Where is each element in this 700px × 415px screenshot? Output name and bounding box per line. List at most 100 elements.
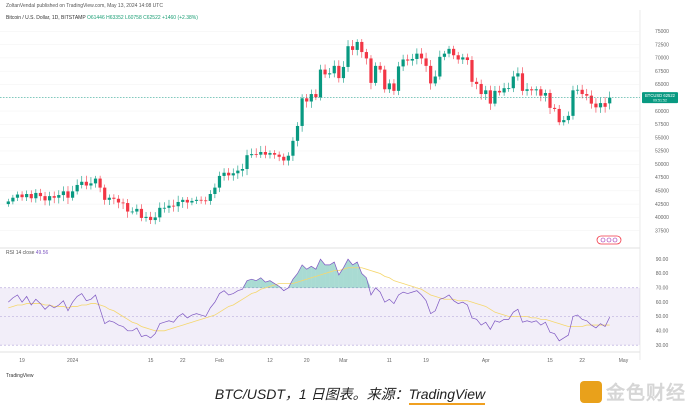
candle-body bbox=[351, 46, 355, 50]
time-tick-label: Apr bbox=[482, 358, 490, 364]
rsi-overbought-fill bbox=[352, 262, 358, 288]
candle-body bbox=[153, 217, 157, 221]
candle-body bbox=[598, 103, 603, 108]
candles bbox=[0, 39, 640, 225]
rsi-band bbox=[0, 287, 640, 346]
candle-body bbox=[227, 172, 231, 176]
candle-body bbox=[291, 140, 295, 156]
candle-body bbox=[470, 60, 474, 82]
candle-body bbox=[199, 199, 203, 201]
candle-body bbox=[268, 153, 272, 155]
price-tick-label: 40000 bbox=[655, 215, 669, 221]
candle-body bbox=[158, 207, 162, 218]
caption-source[interactable]: TradingView bbox=[408, 386, 486, 405]
price-tick-label: 47500 bbox=[655, 175, 669, 181]
candle-body bbox=[355, 41, 359, 50]
candle-body bbox=[580, 89, 584, 95]
rsi-overbought-fill bbox=[357, 262, 362, 288]
indicator-line: RSI 14 close 49.56 bbox=[6, 250, 48, 256]
rsi-tick-label: 30.00 bbox=[656, 343, 669, 349]
price-tick-label: 60000 bbox=[655, 109, 669, 115]
time-tick-label: 22 bbox=[579, 358, 585, 364]
candle-body bbox=[424, 58, 428, 66]
candle-body bbox=[282, 156, 286, 161]
rsi-overbought-fill bbox=[265, 280, 270, 288]
candle-body bbox=[373, 65, 378, 83]
candle-body bbox=[20, 194, 24, 198]
candle-body bbox=[80, 181, 84, 185]
candle-body bbox=[603, 103, 607, 107]
candle-body bbox=[401, 59, 405, 67]
candle-body bbox=[534, 89, 538, 91]
ohlc-values: O61446 H63352 L60758 C62522 +1460 (+2.38… bbox=[86, 15, 198, 21]
indicator-name[interactable]: RSI 14 close bbox=[6, 250, 35, 256]
candle-body bbox=[392, 83, 396, 91]
candle-body bbox=[112, 197, 116, 199]
candle-body bbox=[89, 183, 93, 186]
price-tick-label: 52500 bbox=[655, 149, 669, 155]
candle-body bbox=[176, 201, 180, 207]
candle-body bbox=[396, 66, 401, 91]
candle-body bbox=[38, 192, 43, 197]
time-tick-label: Mar bbox=[339, 358, 348, 364]
candle-body bbox=[516, 73, 520, 77]
candle-body bbox=[181, 199, 185, 202]
time-tick-label: 15 bbox=[148, 358, 154, 364]
candle-body bbox=[323, 69, 327, 75]
price-tag bbox=[642, 92, 678, 104]
candle-body bbox=[263, 152, 267, 155]
tradingview-logo: TradingView bbox=[6, 373, 34, 379]
candle-body bbox=[126, 203, 130, 212]
candle-body bbox=[341, 66, 346, 79]
candle-body bbox=[332, 65, 336, 74]
candle-body bbox=[43, 196, 47, 201]
candle-body bbox=[245, 155, 249, 170]
candle-body bbox=[309, 94, 313, 102]
rsi-overbought-fill bbox=[325, 264, 330, 288]
time-tick-label: 12 bbox=[267, 358, 273, 364]
caption: BTC/USDT，1 日图表。来源：TradingView bbox=[0, 384, 700, 405]
candle-body bbox=[387, 83, 391, 90]
price-tick-label: 57500 bbox=[655, 122, 669, 128]
candle-body bbox=[162, 207, 166, 209]
candle-body bbox=[57, 195, 61, 198]
grid bbox=[0, 10, 641, 360]
time-tick-label: 19 bbox=[19, 358, 25, 364]
candle-body bbox=[502, 88, 506, 93]
event-marker-icon bbox=[600, 237, 606, 243]
candle-body bbox=[139, 208, 144, 218]
time-tick-label: 19 bbox=[423, 358, 429, 364]
time-tick-label: 11 bbox=[387, 358, 392, 364]
candle-body bbox=[48, 196, 52, 201]
rsi-tick-label: 80.00 bbox=[656, 271, 669, 277]
rsi-line bbox=[8, 258, 611, 342]
candle-body bbox=[369, 58, 373, 83]
time-tick-label: May bbox=[619, 358, 629, 364]
publisher-line: ZoltanVendal published on TradingView.co… bbox=[6, 3, 163, 9]
rsi-overbought-fill bbox=[315, 259, 321, 288]
rsi-overbought-fill bbox=[334, 262, 339, 288]
candle-body bbox=[488, 90, 492, 104]
rsi-overbought-fill bbox=[297, 264, 303, 288]
indicator-value: 49.56 bbox=[35, 250, 49, 256]
candle-body bbox=[300, 98, 304, 126]
price-tag-countdown: 09:51:52 bbox=[653, 99, 667, 103]
rsi-tick-label: 50.00 bbox=[656, 314, 669, 320]
candle-body bbox=[236, 170, 240, 174]
candle-body bbox=[465, 57, 469, 61]
price-tick-label: 70000 bbox=[655, 56, 669, 62]
candle-body bbox=[589, 95, 593, 104]
candle-body bbox=[429, 65, 433, 84]
candle-body bbox=[135, 208, 139, 212]
candle-body bbox=[314, 94, 318, 98]
candle-body bbox=[250, 154, 254, 156]
candle-body bbox=[98, 178, 102, 188]
rsi-overbought-fill bbox=[329, 262, 335, 288]
candle-body bbox=[34, 192, 38, 199]
candle-body bbox=[318, 69, 323, 98]
candle-body bbox=[116, 198, 121, 203]
candle-body bbox=[571, 90, 575, 116]
candle-body bbox=[484, 90, 488, 95]
symbol-name[interactable]: Bitcoin / U.S. Dollar, 1D, BITSTAMP bbox=[6, 15, 86, 21]
